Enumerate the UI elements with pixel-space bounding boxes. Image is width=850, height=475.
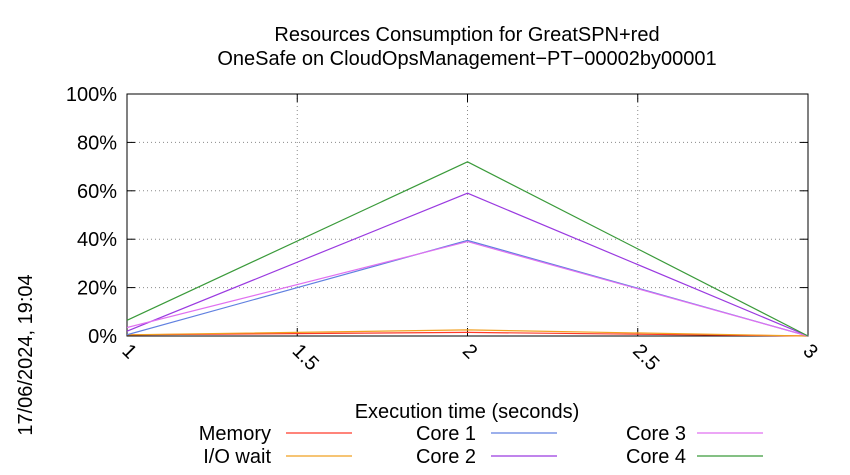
x-tick-label: 2.5 [628,340,663,375]
y-tick-label: 0% [88,326,117,348]
legend-label-core-1: Core 1 [416,423,476,445]
gridlines [127,94,808,336]
legend-label-i-o-wait: I/O wait [203,446,271,468]
y-tick-label: 20% [77,278,117,300]
series-line-i-o-wait [126,329,809,337]
chart-title-line-1: Resources Consumption for GreatSPN+red [274,24,659,46]
legend-label-memory: Memory [199,423,271,445]
series-line-core-2 [126,192,809,337]
x-tick-label: 1.5 [288,340,323,375]
legend-label-core-2: Core 2 [416,446,476,468]
legend-label-core-4: Core 4 [626,446,686,468]
x-tick-label: 3 [798,340,821,363]
y-tick-label: 80% [77,132,117,154]
timestamp: 17/06/2024, 19:04 [15,274,37,435]
chart-title: Resources Consumption for GreatSPN+red O… [217,24,716,70]
x-tick-label: 1 [117,340,140,363]
x-axis-label: Execution time (seconds) [355,401,580,423]
legend-label-core-3: Core 3 [626,423,686,445]
series-lines [126,161,809,337]
y-tick-label: 100% [66,84,117,106]
series-line-core-3 [126,240,809,337]
y-axis: 0% 20% 40% 60% 80% 100% [66,84,808,348]
x-tick-label: 2 [458,340,481,363]
series-line-memory [126,331,809,337]
y-tick-label: 40% [77,229,117,251]
chart-title-line-2: OneSafe on CloudOpsManagement−PT−00002by… [217,48,716,70]
y-tick-label: 60% [77,181,117,203]
series-line-core-4 [126,161,809,337]
